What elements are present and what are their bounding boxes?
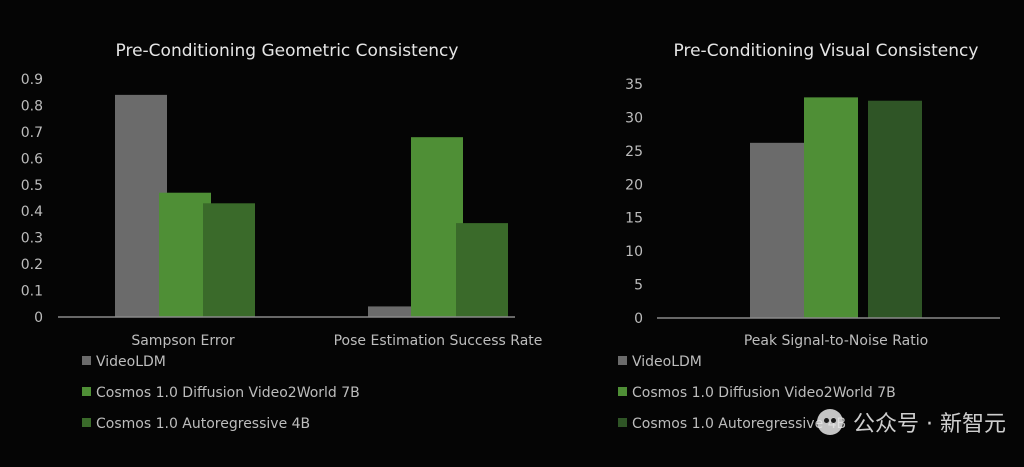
chart1-bar-2-1 — [159, 192, 211, 317]
chart2-ytick-label: 25 — [625, 144, 643, 160]
chart1-ytick-label: 0.4 — [21, 204, 43, 220]
chart1-ytick-label: 0 — [34, 310, 43, 326]
chart1-ytick-label: 0.6 — [21, 151, 43, 167]
chart1-ytick-label: 0.8 — [21, 98, 43, 114]
chart2-bar-1-1 — [750, 142, 804, 318]
chart1-legend-swatch — [82, 387, 91, 396]
watermark: 公众号 · 新智元 — [817, 406, 1006, 438]
chart2-ytick-label: 35 — [625, 77, 643, 93]
chart2-legend-label: Cosmos 1.0 Diffusion Video2World 7B — [632, 385, 896, 401]
chart1-legend-label: Cosmos 1.0 Diffusion Video2World 7B — [96, 385, 360, 401]
chart1-bar-3-2 — [456, 223, 508, 317]
chart2-ytick-label: 10 — [625, 244, 643, 260]
chart1-ytick-label: 0.2 — [21, 257, 43, 273]
chart1-legend-swatch — [82, 356, 91, 365]
chart1-title: Pre-Conditioning Geometric Consistency — [116, 41, 459, 61]
chart1-ytick-label: 0.1 — [21, 284, 43, 300]
chart1-category-label: Sampson Error — [131, 333, 235, 349]
chart2-legend-label: VideoLDM — [632, 354, 702, 370]
chart2-legend-swatch — [618, 356, 627, 365]
chart1-legend-swatch — [82, 418, 91, 427]
chart2-ytick-label: 30 — [625, 110, 643, 126]
chart1-bar-1-2 — [368, 306, 420, 317]
chart1-legend-label: Cosmos 1.0 Autoregressive 4B — [96, 416, 310, 432]
chart1-ytick-label: 0.7 — [21, 125, 43, 141]
chart1-bar-3-1 — [203, 203, 255, 317]
chart1-legend-label: VideoLDM — [96, 354, 166, 370]
chart2-category-label: Peak Signal-to-Noise Ratio — [744, 333, 928, 349]
chart2-title: Pre-Conditioning Visual Consistency — [674, 41, 979, 61]
chart2-legend-swatch — [618, 387, 627, 396]
watermark-text: 公众号 · 新智元 — [853, 412, 1006, 437]
chart2-ytick-label: 5 — [634, 278, 643, 294]
chart2-ytick-label: 20 — [625, 177, 643, 193]
chart2-ytick-label: 15 — [625, 211, 643, 227]
chart1-ytick-label: 0.3 — [21, 231, 43, 247]
chart1-ytick-label: 0.5 — [21, 178, 43, 194]
chart1-bar-2-2 — [411, 137, 463, 317]
chart2-legend-swatch — [618, 418, 627, 427]
wechat-icon — [817, 409, 844, 435]
chart2-ytick-label: 0 — [634, 311, 643, 327]
chart1-bar-1-1 — [115, 94, 167, 317]
chart2-bar-2-1 — [804, 97, 858, 318]
chart1-category-label: Pose Estimation Success Rate — [334, 333, 543, 349]
chart2-bar-3-1 — [868, 100, 922, 318]
chart1-ytick-label: 0.9 — [21, 72, 43, 88]
chart2-legend-label: Cosmos 1.0 Autoregressive 4B — [632, 416, 846, 432]
